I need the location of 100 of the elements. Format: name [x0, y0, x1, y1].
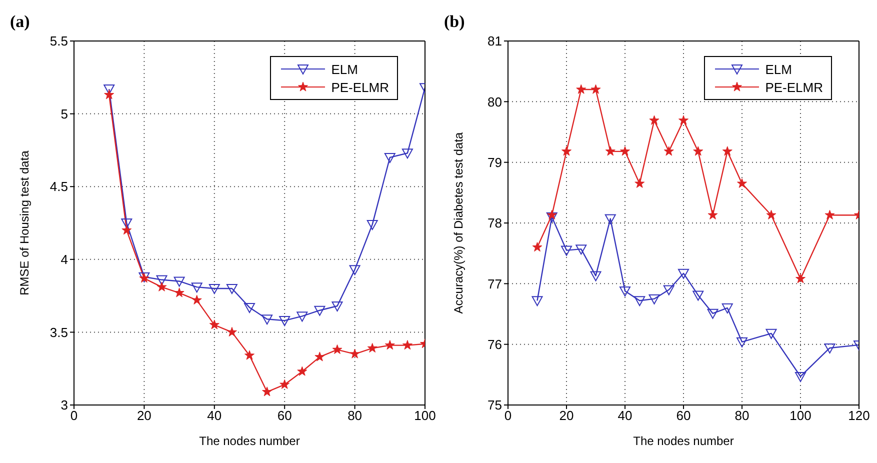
point [104, 90, 114, 100]
point [795, 274, 806, 284]
point [649, 115, 660, 125]
point [678, 268, 689, 279]
text: (a) [10, 12, 30, 31]
y-tick-label: 81 [488, 34, 502, 49]
point [620, 286, 630, 296]
x-tick-label: 120 [848, 408, 870, 424]
point [692, 290, 704, 301]
point [576, 244, 587, 255]
point [648, 294, 660, 304]
point [605, 146, 616, 156]
y-tick-label: 79 [488, 154, 502, 170]
x-tick-label: 40 [618, 408, 632, 424]
point [736, 337, 748, 348]
point [722, 303, 733, 314]
point [384, 152, 396, 163]
y-tick-label: 3 [60, 398, 68, 413]
point [766, 210, 776, 220]
point [722, 146, 732, 156]
y-tick-label: 3.5 [50, 324, 68, 340]
point [174, 288, 184, 298]
legend-label: ELM [765, 62, 792, 76]
point [314, 306, 326, 316]
point [192, 294, 202, 304]
point [824, 343, 836, 354]
y-tick-label: 76 [488, 336, 502, 352]
point [561, 246, 572, 256]
point [226, 326, 237, 336]
point [576, 84, 586, 94]
point [156, 282, 167, 292]
x-axis-title: The nodes number [199, 434, 300, 448]
point [634, 178, 645, 188]
point [280, 379, 290, 389]
point [590, 271, 602, 282]
point [156, 275, 168, 286]
point [532, 296, 543, 306]
legend-label: PE-ELMR [765, 80, 823, 94]
legend-label: ELM [331, 62, 358, 76]
point [546, 210, 557, 220]
point [678, 115, 689, 125]
x-tick-label: 40 [207, 408, 222, 424]
point [279, 316, 290, 326]
point [402, 340, 412, 350]
y-tick-label: 5 [60, 106, 68, 122]
point [546, 212, 558, 222]
text: (b) [444, 12, 465, 31]
point [663, 285, 674, 296]
point [350, 348, 360, 358]
point [604, 214, 616, 224]
point [209, 320, 220, 330]
y-tick-label: 4.5 [50, 179, 68, 194]
point [332, 344, 342, 354]
point [332, 301, 343, 312]
point [174, 276, 185, 287]
point [402, 148, 413, 159]
point [664, 146, 674, 156]
point [384, 340, 395, 350]
point [122, 225, 132, 235]
point [634, 296, 646, 306]
point [736, 178, 748, 188]
x-tick-label: 20 [559, 408, 574, 424]
point [121, 218, 132, 228]
y-tick-label: 77 [488, 276, 502, 292]
point [349, 265, 360, 276]
x-axis-title: The nodes number [633, 434, 734, 448]
point [532, 242, 542, 252]
point [262, 386, 272, 396]
point [226, 284, 238, 294]
point [824, 210, 835, 220]
y-tick-label: 80 [488, 94, 502, 110]
point [296, 312, 308, 322]
point [191, 282, 202, 293]
y-axis-title: Accuracy(%) of Diabetes test data [451, 132, 466, 314]
point [766, 328, 777, 339]
point [693, 146, 704, 156]
x-tick-label: 80 [348, 408, 362, 424]
point [366, 220, 378, 230]
point [620, 146, 630, 156]
x-tick-label: 60 [277, 408, 292, 424]
legend-label: PE-ELMR [331, 80, 389, 94]
x-tick-label: 80 [734, 408, 750, 424]
x-tick-label: 0 [70, 408, 78, 424]
point [708, 210, 718, 220]
point [707, 308, 718, 319]
point [367, 342, 378, 353]
y-tick-label: 4 [60, 252, 68, 268]
x-tick-label: 100 [790, 408, 812, 424]
point [314, 352, 325, 362]
point [297, 366, 308, 376]
point [208, 284, 220, 294]
y-tick-label: 5.5 [50, 34, 68, 49]
x-tick-label: 20 [136, 408, 152, 424]
point [244, 350, 255, 360]
y-tick-label: 78 [488, 216, 502, 231]
y-tick-label: 75 [488, 398, 502, 413]
x-tick-label: 100 [414, 408, 436, 424]
point [561, 146, 572, 156]
point [262, 314, 273, 325]
x-tick-label: 0 [504, 408, 512, 424]
